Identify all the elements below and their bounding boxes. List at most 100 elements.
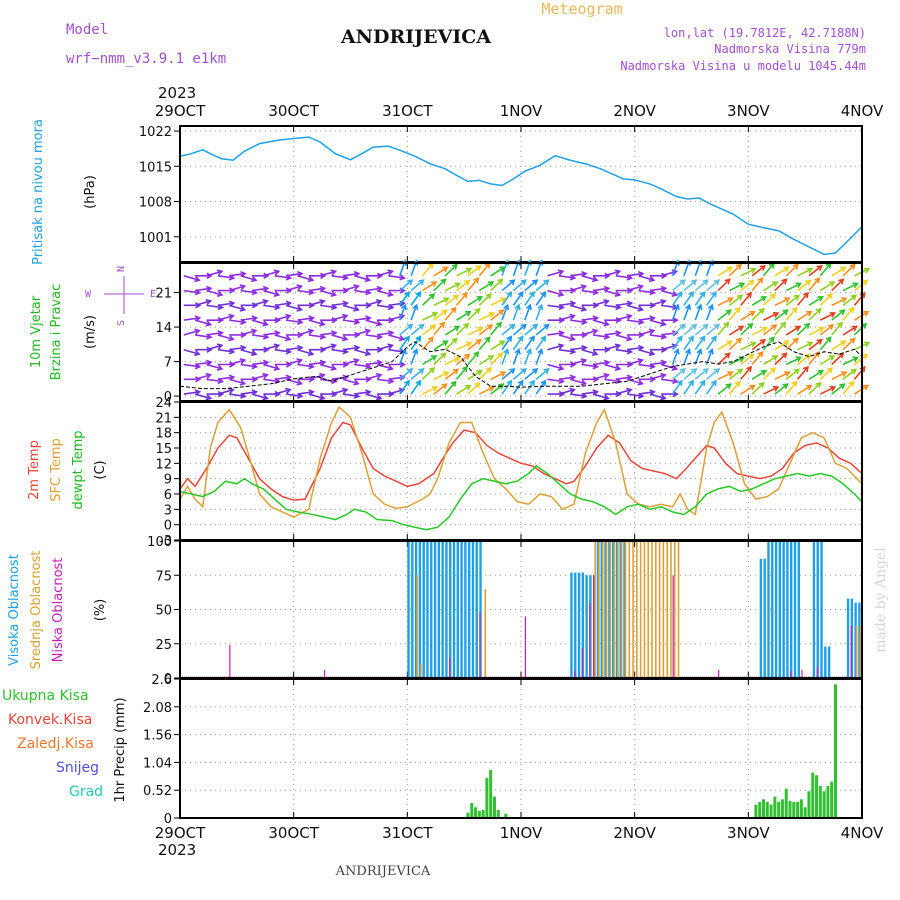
wind-arrow [422,281,437,292]
day-label-bottom: 3NOV [727,824,770,842]
series-temp-dewpt-line [179,464,863,531]
wind-arrow [240,275,257,281]
wind-arrow [183,329,200,336]
wind-arrowhead [376,272,384,279]
wind-arrowhead [216,343,224,350]
wind-arrow [251,334,268,338]
wind-arrowhead [862,384,870,391]
wind-arrow [626,285,643,292]
wind-arrowhead [465,310,472,317]
wind-arrowhead [792,263,799,270]
wind-arrow [354,391,371,395]
day-label-top: 29OCT [155,102,206,120]
wind-arrow [240,391,257,395]
wind-arrowhead [699,379,706,387]
series-pressure-line [179,136,863,256]
wind-arrow [683,304,691,321]
tick-label-y: 21 [155,287,172,302]
wind-arrowhead [660,320,667,327]
wind-arrow [842,368,857,380]
tick-label-y: 50 [155,604,172,619]
wind-arrowhead [477,326,484,333]
wind-arrow [706,336,717,351]
wind-arrow [592,361,609,366]
wind-arrowhead [795,282,803,289]
product-title: Meteogram [541,0,622,18]
cloud-bar-high [449,541,452,678]
wind-arrow [547,289,564,296]
wind-arrowhead [746,291,753,299]
wind-arrow [672,368,686,380]
wind-arrowhead [228,387,235,394]
wind-arrow [570,304,586,311]
wind-arrow [797,280,811,292]
wind-arrow [831,278,844,292]
wind-arrow [660,289,677,296]
wind-arrow [649,361,666,366]
wind-arrowhead [759,338,766,345]
precip-legend-item: Snijeg [56,760,99,776]
wind-arrow [853,323,867,336]
wind-arrow [808,370,823,380]
cloud-bar-high [608,541,611,678]
wind-arrow [649,334,666,338]
precip-bar [761,799,765,818]
day-label-top: 2NOV [613,102,656,120]
wind-arrow [365,319,382,326]
wind-arrowhead [461,365,468,373]
wind-arrow [524,349,532,365]
wind-arrow [808,296,823,307]
wind-arrow [229,378,245,385]
year-bottom: 2023 [158,841,196,859]
wind-arrowhead [852,282,859,289]
wind-arrowhead [849,337,856,344]
wind-arrow [604,344,620,351]
wind-arrowhead [250,328,258,335]
wind-arrow [535,380,546,395]
model-label: Model [66,22,108,38]
elevation-label: Nadmorska Visina 779m [714,42,866,56]
wind-arrow [421,293,435,306]
wind-arrowhead [837,321,844,328]
wind-arrow [444,338,458,351]
wind-arrowhead [806,341,814,348]
wind-arrowhead [649,302,657,309]
wind-arrowhead [399,361,406,368]
wind-arrow [615,334,632,341]
precip-bar [492,796,496,818]
wind-arrow [285,272,303,277]
wind-arrow [558,388,575,395]
wind-arrow [581,289,598,294]
cloud-bar-low [790,671,792,678]
wind-arrow [740,384,755,395]
wind-arrowhead [520,279,527,286]
wind-arrowhead [341,387,349,394]
wind-arrow [490,266,505,277]
wind-arrow [342,319,359,324]
wind-arrowhead [331,390,338,398]
wind-arrowhead [841,371,848,377]
wind-arrowhead [517,335,524,342]
wind-arrowhead [604,346,611,353]
wind-arrow [581,363,598,368]
wind-arrowhead [748,279,755,286]
wind-arrow [319,363,336,370]
wind-arrow [444,307,457,321]
precip-bar [796,801,800,818]
wind-arrowhead [399,300,406,307]
day-label-top: 4NOV [841,102,884,120]
wind-arrowhead [330,364,338,371]
precip-bar [788,800,792,818]
wind-arrowhead [517,290,524,298]
wind-arrowhead [569,313,576,320]
wind-arrow [490,297,506,307]
wind-arrow [331,274,348,279]
wind-arrowhead [626,361,634,368]
day-label-bottom: 31OCT [382,824,433,842]
wind-arrow [774,352,787,366]
wind-arrowhead [626,335,633,342]
footer-station: ANDRIJEVICA [335,864,431,879]
wind-arrow [444,282,460,292]
wind-arrow [342,304,359,311]
